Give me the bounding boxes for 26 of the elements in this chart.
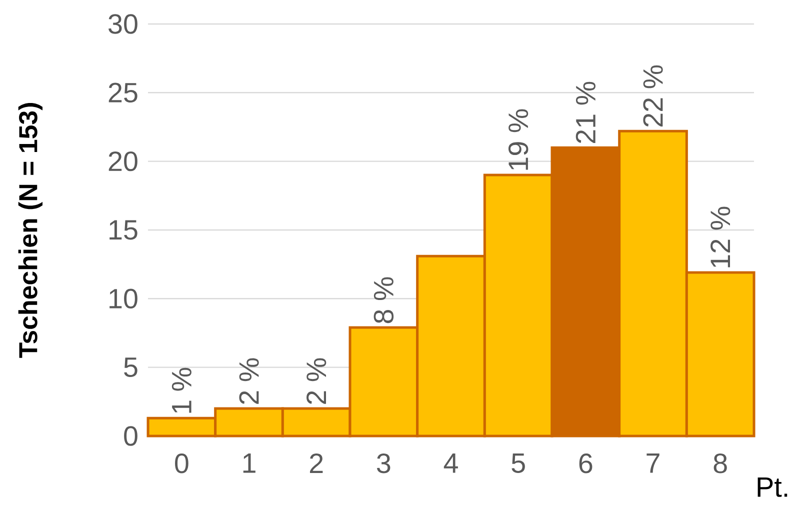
y-tick-label: 20: [108, 151, 138, 172]
y-tick-label: 15: [110, 220, 138, 240]
x-tick-label: 8: [714, 454, 727, 474]
x-axis-title: Pt.: [758, 478, 788, 497]
y-axis-title: Tschechien (N = 153): [18, 103, 42, 358]
y-tick-label: 10: [110, 288, 138, 309]
x-tick-label: 5: [512, 454, 525, 473]
x-tick-label: 2: [310, 454, 323, 473]
x-tick-label: 0: [175, 454, 188, 474]
data-label: 12 %: [710, 206, 730, 268]
data-label: 22 %: [643, 65, 663, 126]
y-tick-label: 5: [124, 358, 138, 378]
x-tick-label: 1: [243, 454, 256, 473]
x-tick-label: 6: [579, 454, 592, 474]
y-tick-label: 30: [108, 14, 138, 34]
data-label: 8 %: [374, 277, 394, 324]
data-label: 21 %: [576, 82, 596, 143]
data-label: 19 %: [508, 109, 528, 170]
x-tick-label: 4: [444, 454, 458, 473]
x-tick-label: 3: [376, 454, 390, 474]
data-label: 2 %: [306, 358, 326, 404]
y-tick-label: 25: [108, 82, 138, 103]
data-label: 1 %: [172, 368, 192, 413]
x-tick-label: 7: [646, 454, 660, 473]
data-label: 2 %: [239, 358, 259, 404]
y-tick-label: 0: [124, 426, 138, 446]
